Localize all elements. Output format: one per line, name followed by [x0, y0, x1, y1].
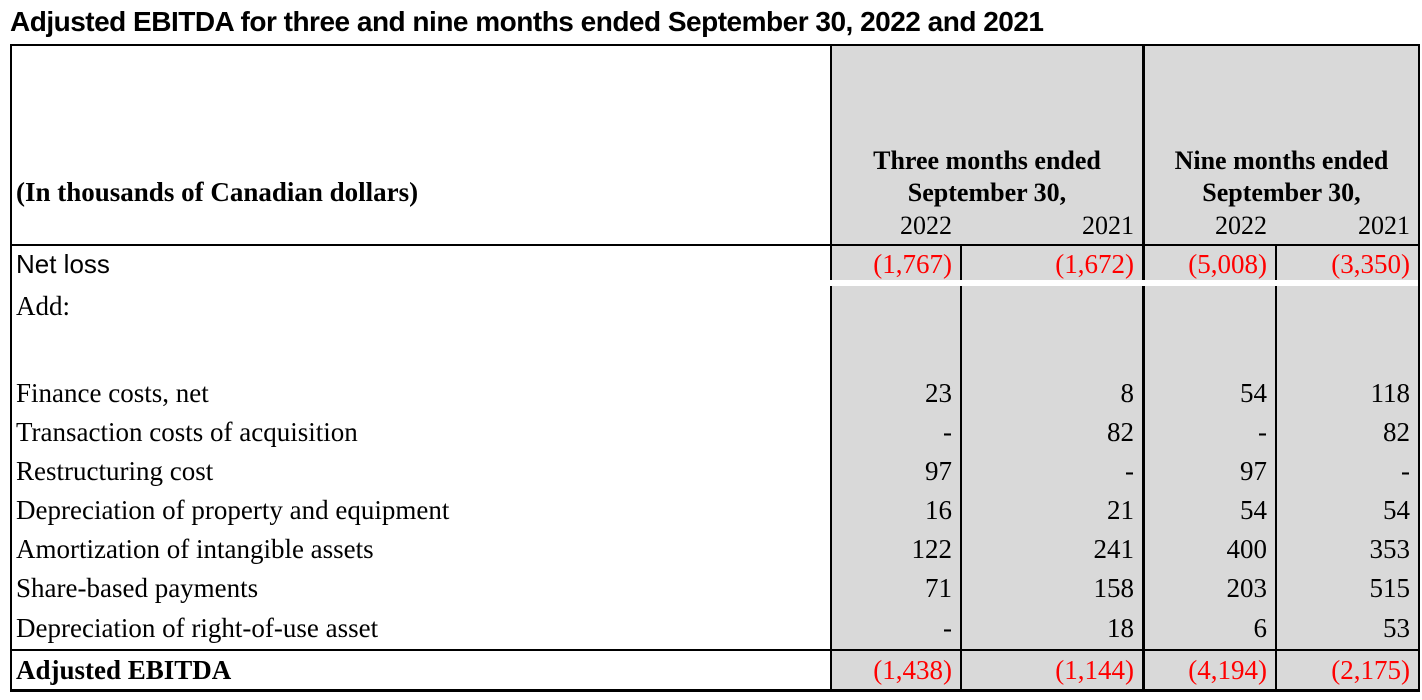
table-row-depreciation-rou: Depreciation of right-of-use asset - 18 …	[12, 608, 1418, 649]
value-cell	[1275, 286, 1418, 326]
table-row-depreciation-ppe: Depreciation of property and equipment 1…	[12, 491, 1418, 530]
group-title-nine-months: Nine months ended September 30,	[1145, 145, 1418, 211]
table-row-add: Add:	[12, 286, 1418, 326]
value-cell: 18	[960, 608, 1142, 649]
row-label: Depreciation of right-of-use asset	[12, 608, 830, 649]
value-cell	[830, 286, 960, 326]
value-cell: (1,144)	[960, 651, 1142, 689]
years-row: 2022 2021	[832, 211, 1142, 244]
value-cell: -	[1275, 452, 1418, 491]
table-row-blank	[12, 326, 1418, 374]
years-row: 2022 2021	[1145, 211, 1418, 244]
value-cell: 82	[960, 413, 1142, 452]
corner-header-cell: (In thousands of Canadian dollars)	[12, 46, 830, 244]
value-cell: -	[1142, 413, 1275, 452]
value-cell: 515	[1275, 569, 1418, 608]
year-column-header: 2021	[1082, 211, 1134, 240]
value-cell: (2,175)	[1275, 651, 1418, 689]
value-cell: 71	[830, 569, 960, 608]
value-cell: -	[960, 452, 1142, 491]
table-row-finance-costs: Finance costs, net 23 8 54 118	[12, 374, 1418, 413]
value-cell	[1275, 326, 1418, 374]
table-row-adjusted-ebitda: Adjusted EBITDA (1,438) (1,144) (4,194) …	[12, 649, 1418, 689]
value-cell: 400	[1142, 530, 1275, 569]
value-cell	[1142, 286, 1275, 326]
value-cell: (1,767)	[830, 246, 960, 280]
year-column-header: 2022	[1215, 211, 1267, 240]
value-cell: 158	[960, 569, 1142, 608]
row-label: Restructuring cost	[12, 452, 830, 491]
value-cell: 23	[830, 374, 960, 413]
row-label: Depreciation of property and equipment	[12, 491, 830, 530]
row-label: Transaction costs of acquisition	[12, 413, 830, 452]
value-cell: 203	[1142, 569, 1275, 608]
value-cell: 16	[830, 491, 960, 530]
value-cell: (5,008)	[1142, 246, 1275, 280]
value-cell: 54	[1275, 491, 1418, 530]
value-cell: 21	[960, 491, 1142, 530]
adjusted-ebitda-table: (In thousands of Canadian dollars) Three…	[10, 44, 1420, 692]
value-cell	[960, 326, 1142, 374]
value-cell: -	[830, 413, 960, 452]
value-cell: (4,194)	[1142, 651, 1275, 689]
value-cell: 353	[1275, 530, 1418, 569]
value-cell: 97	[1142, 452, 1275, 491]
value-cell: 118	[1275, 374, 1418, 413]
table-row-restructuring-cost: Restructuring cost 97 - 97 -	[12, 452, 1418, 491]
value-cell: 54	[1142, 491, 1275, 530]
row-label: Share-based payments	[12, 569, 830, 608]
value-cell: 8	[960, 374, 1142, 413]
group-title-three-months: Three months ended September 30,	[832, 145, 1142, 211]
table-row-share-based-payments: Share-based payments 71 158 203 515	[12, 569, 1418, 608]
group-title-line1: Nine months ended	[1174, 146, 1389, 175]
table-row-net-loss: Net loss (1,767) (1,672) (5,008) (3,350)	[12, 246, 1418, 286]
value-cell: 54	[1142, 374, 1275, 413]
page-title: Adjusted EBITDA for three and nine month…	[10, 6, 1044, 37]
row-label: Adjusted EBITDA	[12, 651, 830, 689]
row-label: Net loss	[12, 246, 830, 280]
group-title-line2: September 30,	[1202, 178, 1361, 207]
value-cell: (1,672)	[960, 246, 1142, 280]
value-cell	[830, 326, 960, 374]
row-label: Amortization of intangible assets	[12, 530, 830, 569]
table-row-transaction-costs: Transaction costs of acquisition - 82 - …	[12, 413, 1418, 452]
row-label	[12, 326, 830, 374]
value-cell: 97	[830, 452, 960, 491]
value-cell: (3,350)	[1275, 246, 1418, 280]
table-header-row: (In thousands of Canadian dollars) Three…	[12, 46, 1418, 246]
units-label: (In thousands of Canadian dollars)	[16, 177, 419, 207]
value-cell	[1142, 326, 1275, 374]
row-label: Add:	[12, 286, 830, 326]
value-cell: (1,438)	[830, 651, 960, 689]
year-column-header: 2021	[1358, 211, 1410, 240]
year-column-header: 2022	[900, 211, 952, 240]
table-row-amortization-intangibles: Amortization of intangible assets 122 24…	[12, 530, 1418, 569]
group-title-line2: September 30,	[907, 178, 1067, 207]
value-cell: -	[830, 608, 960, 649]
value-cell: 122	[830, 530, 960, 569]
header-group-nine-months: Nine months ended September 30, 2022 202…	[1142, 46, 1418, 244]
value-cell: 82	[1275, 413, 1418, 452]
group-title-line1: Three months ended	[873, 146, 1101, 175]
value-cell	[960, 286, 1142, 326]
value-cell: 241	[960, 530, 1142, 569]
header-group-three-months: Three months ended September 30, 2022 20…	[830, 46, 1142, 244]
value-cell: 6	[1142, 608, 1275, 649]
row-label: Finance costs, net	[12, 374, 830, 413]
value-cell: 53	[1275, 608, 1418, 649]
